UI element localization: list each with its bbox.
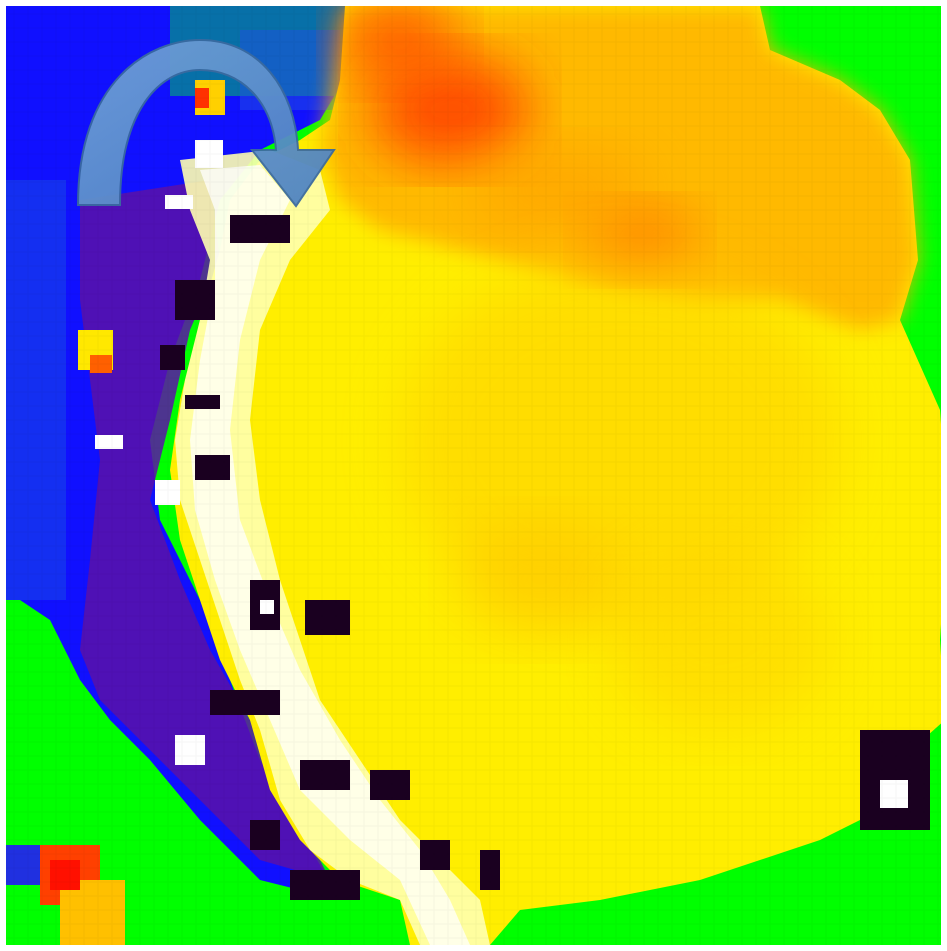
pixel-grid-overlay [6, 6, 941, 945]
curved-arrow-icon [76, 38, 336, 208]
